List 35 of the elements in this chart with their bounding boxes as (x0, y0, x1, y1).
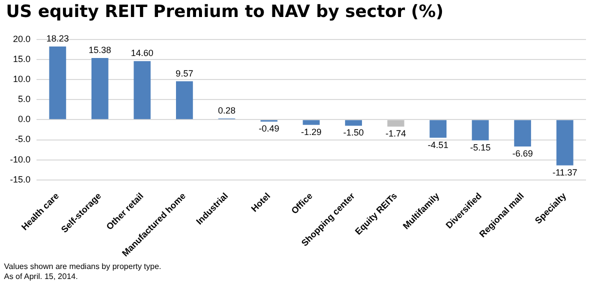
data-label: -1.50 (343, 128, 364, 138)
bar (302, 120, 320, 125)
data-label: -4.51 (428, 140, 448, 150)
data-label: -6.69 (512, 148, 533, 159)
text: Values shown are medians by property type. (4, 262, 162, 272)
bar (472, 120, 489, 140)
bar (514, 120, 532, 147)
y-tick-label: 0.0 (18, 114, 31, 124)
data-label: -5.15 (470, 142, 491, 152)
y-tick-label: 15.0 (12, 54, 31, 64)
y-tick-label: 5.0 (18, 94, 31, 104)
text: As of April. 15, 2014. (4, 272, 79, 282)
y-tick-label: -5.0 (15, 134, 31, 144)
data-label: -11.37 (552, 167, 578, 178)
data-label: -1.29 (301, 126, 322, 137)
data-label: 15.38 (88, 44, 112, 55)
y-tick-label: -15.0 (10, 174, 31, 184)
data-label: -1.74 (386, 128, 406, 139)
bar (176, 81, 193, 120)
bar (345, 120, 362, 126)
data-label: 9.57 (176, 68, 194, 78)
chart-title: US equity REIT Premium to NAV by sector (%) (6, 2, 444, 22)
y-tick-label: 10.0 (12, 74, 31, 84)
bar (430, 120, 447, 138)
bar (91, 58, 108, 120)
y-tick-label: 20.0 (12, 34, 31, 44)
bar (49, 46, 66, 120)
bar (556, 120, 574, 166)
bar (134, 61, 151, 120)
data-label: 14.60 (130, 48, 154, 58)
data-label: -0.49 (258, 124, 280, 134)
bar (387, 120, 404, 127)
data-label: 0.28 (218, 106, 236, 116)
data-label: 18.23 (46, 33, 69, 44)
y-tick-label: -10.0 (10, 154, 31, 164)
